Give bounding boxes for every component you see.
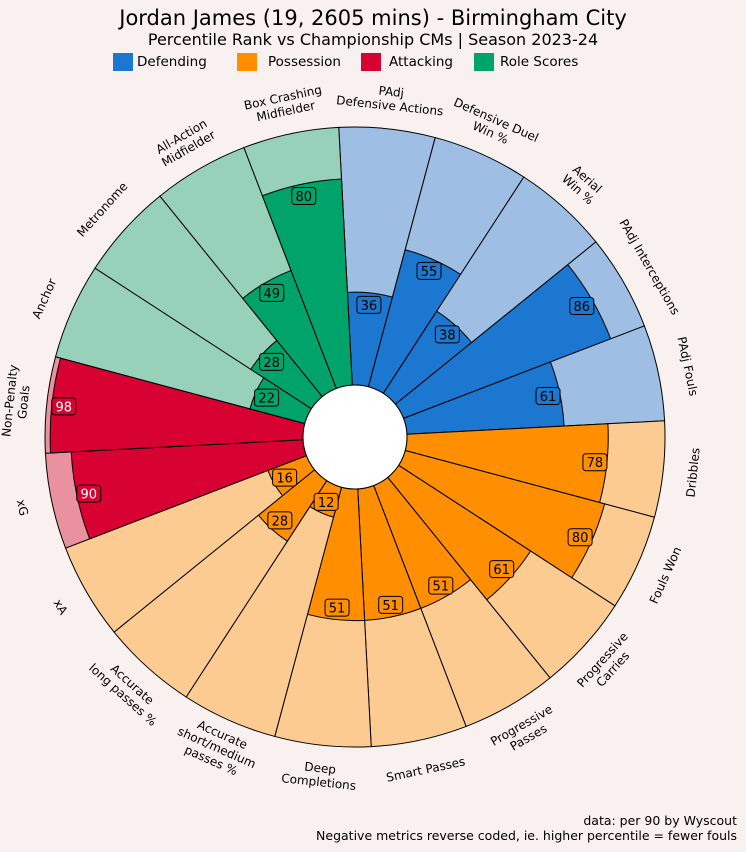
value-label-xg: 90	[80, 488, 97, 503]
legend-label-possession: Possession	[268, 54, 341, 70]
value-label-fouls-won: 80	[572, 531, 589, 546]
legend-label-defending: Defending	[137, 54, 207, 70]
metric-label-dribbles: Dribbles	[684, 447, 703, 498]
value-badge-fouls-won	[567, 528, 593, 547]
legend-item-possession: Possession	[237, 53, 341, 71]
metric-label-smart-passes: Smart Passes	[385, 754, 466, 784]
legend-label-attacking: Attacking	[389, 54, 453, 70]
value-badge-progressive-passes	[428, 576, 454, 595]
value-badge-xa	[272, 468, 298, 487]
value-badge-padj-defensive-actions	[356, 295, 382, 314]
metric-label-anchor: Anchor	[29, 276, 59, 320]
value-badge-defensive-duel-win	[416, 261, 442, 280]
footer: data: per 90 by Wyscout Negative metrics…	[316, 813, 737, 843]
value-badge-progressive-carries	[489, 560, 515, 579]
value-label-smart-passes: 51	[382, 599, 399, 614]
metric-label-box-crashing-midfielder: Box CrashingMidfielder	[243, 83, 326, 127]
legend-label-role-scores: Role Scores	[500, 54, 579, 70]
metric-label-all-action-midfielder: All-ActionMidfielder	[152, 116, 218, 170]
value-label-defensive-duel-win: 55	[421, 265, 438, 280]
value-label-aerial-win: 38	[439, 328, 456, 343]
value-label-deep-completions: 51	[329, 602, 346, 617]
value-label-box-crashing-midfielder: 80	[295, 190, 312, 205]
metric-label-padj-defensive-actions: PAdjDefensive Actions	[336, 79, 446, 118]
value-badge-smart-passes	[378, 595, 404, 614]
value-label-padj-interceptions: 86	[574, 300, 591, 315]
legend-swatch-attacking	[361, 53, 381, 71]
value-label-accurate-long-passes: 28	[272, 514, 289, 529]
value-label-padj-fouls: 61	[540, 390, 557, 405]
metric-label-non-penalty-goals: Non-PenaltyGoals	[0, 364, 35, 439]
footer-source: data: per 90 by Wyscout	[583, 813, 737, 828]
value-label-dribbles: 78	[587, 456, 604, 471]
value-badge-all-action-midfielder	[259, 283, 285, 302]
legend: Defending Possession Attacking Role Scor…	[0, 53, 746, 75]
value-badge-accurate-short-medium-passes	[313, 492, 339, 511]
footer-note: Negative metrics reverse coded, ie. high…	[316, 828, 737, 843]
value-label-anchor: 22	[258, 392, 275, 407]
metric-label-metronome: Metronome	[74, 179, 130, 239]
value-badge-anchor	[254, 388, 280, 407]
value-badge-padj-fouls	[535, 386, 561, 405]
value-badge-dribbles	[582, 453, 608, 472]
metric-label-xg: xG	[14, 498, 31, 517]
value-badge-padj-interceptions	[569, 297, 595, 316]
value-label-xa: 16	[276, 472, 293, 487]
value-label-metronome: 28	[263, 356, 280, 371]
metric-label-aerial-win: AerialWin %	[559, 161, 606, 207]
legend-swatch-possession	[237, 53, 257, 71]
value-badge-non-penalty-goals	[51, 397, 77, 416]
legend-swatch-defending	[113, 53, 133, 71]
value-label-all-action-midfielder: 49	[264, 287, 281, 302]
value-label-progressive-carries: 61	[493, 563, 510, 578]
metric-label-padj-fouls: PAdj Fouls	[674, 335, 700, 397]
legend-item-defending: Defending	[113, 53, 207, 71]
value-badge-box-crashing-midfielder	[291, 186, 317, 205]
value-label-accurate-short-medium-passes: 12	[318, 496, 335, 511]
value-badge-accurate-long-passes	[267, 511, 293, 530]
value-label-progressive-passes: 51	[433, 580, 450, 595]
metric-label-xa: xA	[51, 597, 71, 618]
legend-item-role-scores: Role Scores	[474, 53, 578, 71]
center-circle	[302, 384, 408, 490]
value-label-non-penalty-goals: 98	[55, 400, 72, 415]
value-badge-deep-completions	[324, 598, 350, 617]
metric-label-fouls-won: Fouls Won	[647, 545, 685, 606]
chart-subtitle: Percentile Rank vs Championship CMs | Se…	[147, 30, 599, 49]
value-badge-metronome	[259, 352, 285, 371]
value-badge-aerial-win	[434, 325, 460, 344]
legend-swatch-role-scores	[474, 53, 494, 71]
value-label-padj-defensive-actions: 36	[361, 299, 378, 314]
chart-title: Jordan James (19, 2605 mins) - Birmingha…	[119, 6, 627, 30]
value-badge-xg	[76, 484, 102, 503]
metric-label-deep-completions: DeepCompletions	[281, 757, 359, 793]
legend-item-attacking: Attacking	[361, 53, 453, 71]
